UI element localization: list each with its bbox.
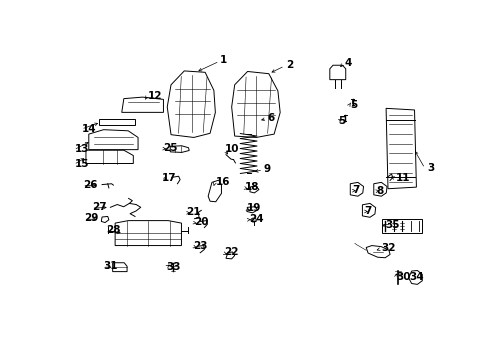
Text: 14: 14 bbox=[82, 123, 97, 134]
Text: 1: 1 bbox=[220, 55, 227, 66]
Text: 24: 24 bbox=[248, 214, 263, 224]
Text: 8: 8 bbox=[376, 186, 383, 196]
Text: 27: 27 bbox=[92, 202, 106, 212]
Text: 22: 22 bbox=[224, 247, 238, 257]
Text: 12: 12 bbox=[147, 91, 162, 102]
Text: 35: 35 bbox=[385, 220, 399, 230]
Text: 21: 21 bbox=[186, 207, 200, 217]
Text: 30: 30 bbox=[396, 271, 410, 282]
Text: 3: 3 bbox=[426, 163, 433, 173]
Text: 19: 19 bbox=[246, 203, 261, 213]
Text: 5: 5 bbox=[337, 116, 345, 126]
Text: 33: 33 bbox=[166, 262, 181, 272]
Text: 7: 7 bbox=[364, 206, 371, 216]
Text: 10: 10 bbox=[224, 144, 239, 154]
Text: 13: 13 bbox=[74, 144, 89, 154]
Bar bbox=[382, 220, 421, 233]
Text: 23: 23 bbox=[193, 240, 207, 251]
Text: 6: 6 bbox=[267, 113, 274, 123]
Text: 32: 32 bbox=[381, 243, 395, 253]
Text: 28: 28 bbox=[105, 225, 120, 235]
Text: 9: 9 bbox=[264, 164, 270, 174]
Text: 18: 18 bbox=[244, 183, 259, 192]
Text: 34: 34 bbox=[408, 271, 423, 282]
Text: 2: 2 bbox=[286, 60, 293, 70]
Text: 11: 11 bbox=[395, 173, 409, 183]
Text: 16: 16 bbox=[215, 177, 230, 187]
Text: 31: 31 bbox=[103, 261, 118, 271]
Text: 5: 5 bbox=[349, 100, 356, 110]
Text: 4: 4 bbox=[344, 58, 351, 68]
Text: 25: 25 bbox=[163, 143, 177, 153]
Text: 20: 20 bbox=[193, 217, 208, 227]
Text: 26: 26 bbox=[83, 180, 98, 190]
Text: 7: 7 bbox=[351, 185, 359, 195]
Text: 17: 17 bbox=[161, 173, 176, 183]
Text: 29: 29 bbox=[84, 213, 99, 224]
Text: 15: 15 bbox=[74, 159, 89, 169]
